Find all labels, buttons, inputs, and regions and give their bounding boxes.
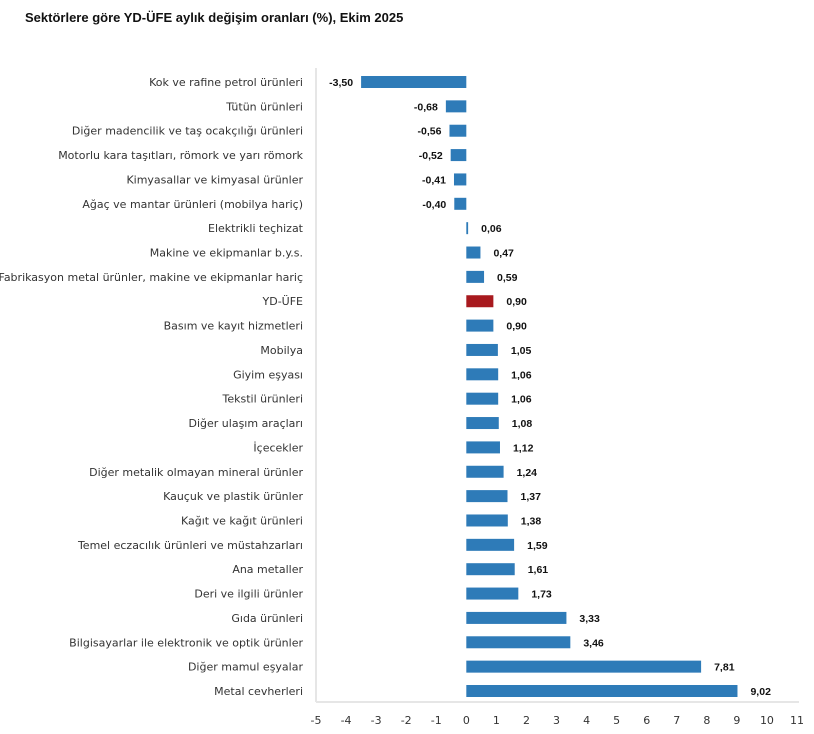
category-label: Tütün ürünleri xyxy=(225,100,303,113)
category-label: Deri ve ilgili ürünler xyxy=(194,588,303,601)
x-tick-label: -1 xyxy=(431,714,442,727)
category-label: Diğer ulaşım araçları xyxy=(189,417,304,430)
bar xyxy=(466,222,469,235)
x-tick-label: 9 xyxy=(733,714,740,727)
bar xyxy=(454,197,467,210)
data-label: 0,06 xyxy=(481,223,502,235)
x-tick-label: -2 xyxy=(401,714,412,727)
bar xyxy=(466,636,571,649)
data-label: -0,40 xyxy=(422,199,446,211)
category-label: Temel eczacılık ürünleri ve müstahzarlar… xyxy=(77,539,303,552)
x-tick-label: 4 xyxy=(583,714,590,727)
x-tick-label: 0 xyxy=(463,714,470,727)
x-tick-label: 10 xyxy=(760,714,774,727)
data-label: 1,59 xyxy=(527,540,548,552)
bar xyxy=(466,611,567,624)
bar xyxy=(466,490,508,503)
data-label: 0,47 xyxy=(493,248,514,260)
bar xyxy=(466,343,498,356)
data-label: 9,02 xyxy=(750,686,771,698)
data-label: -0,68 xyxy=(414,101,438,113)
data-label: 1,38 xyxy=(521,515,542,527)
category-label: Bilgisayarlar ile elektronik ve optik ür… xyxy=(69,636,303,649)
category-label: Kok ve rafine petrol ürünleri xyxy=(149,76,303,89)
x-tick-label: -3 xyxy=(371,714,382,727)
bar xyxy=(466,514,508,527)
bar xyxy=(466,660,702,673)
data-label: 1,06 xyxy=(511,369,532,381)
bar xyxy=(466,295,494,308)
data-label: -0,41 xyxy=(422,174,446,186)
data-label: 1,37 xyxy=(520,491,541,503)
x-tick-label: -5 xyxy=(311,714,322,727)
data-label: 1,73 xyxy=(531,589,552,601)
category-label: Metal cevherleri xyxy=(214,685,303,698)
category-label: Giyim eşyası xyxy=(233,368,303,381)
data-label: 1,24 xyxy=(517,467,538,479)
category-label: Kağıt ve kağıt ürünleri xyxy=(181,514,303,527)
data-label: 3,46 xyxy=(583,637,604,649)
category-label: Kauçuk ve plastik ürünler xyxy=(163,490,303,503)
bar xyxy=(466,417,499,430)
category-label: Kimyasallar ve kimyasal ürünler xyxy=(126,173,303,186)
category-label: Diğer madencilik ve taş ocakçılığı ürünl… xyxy=(72,125,303,138)
x-tick-label: 1 xyxy=(493,714,500,727)
data-label: -3,50 xyxy=(329,77,353,89)
category-label: Ana metaller xyxy=(232,563,303,576)
category-label: Motorlu kara taşıtları, römork ve yarı r… xyxy=(58,149,303,162)
data-label: 1,08 xyxy=(512,418,533,430)
x-tick-label: 2 xyxy=(523,714,530,727)
bar xyxy=(466,685,738,697)
data-label: 1,05 xyxy=(511,345,532,357)
bar xyxy=(449,124,467,137)
data-label: 3,33 xyxy=(579,613,600,625)
x-tick-label: 11 xyxy=(790,714,804,727)
bar xyxy=(361,76,467,88)
data-label: 1,12 xyxy=(513,442,534,454)
data-label: 1,06 xyxy=(511,394,532,406)
bar xyxy=(466,270,485,283)
x-tick-label: 5 xyxy=(613,714,620,727)
x-tick-label: 8 xyxy=(703,714,710,727)
bar xyxy=(453,173,467,186)
x-tick-label: -4 xyxy=(341,714,352,727)
category-label: Basım ve kayıt hizmetleri xyxy=(164,320,303,333)
bar xyxy=(466,538,515,551)
x-tick-label: 7 xyxy=(673,714,680,727)
data-label: 0,90 xyxy=(506,296,527,308)
category-label: Tekstil ürünleri xyxy=(222,393,303,406)
data-label: 0,90 xyxy=(506,321,527,333)
x-tick-label: 3 xyxy=(553,714,560,727)
category-label: Makine ve ekipmanlar b.y.s. xyxy=(150,247,303,260)
category-label: Diğer metalik olmayan mineral ürünler xyxy=(89,466,303,479)
category-label: Elektrikli teçhizat xyxy=(208,222,304,235)
category-label: Gıda ürünleri xyxy=(231,612,303,625)
category-label: İçecekler xyxy=(253,441,303,454)
category-label: Mobilya xyxy=(260,344,303,357)
bar xyxy=(466,319,494,332)
bar xyxy=(466,246,481,259)
category-label: Diğer mamul eşyalar xyxy=(188,661,304,674)
chart-title: Sektörlere göre YD-ÜFE aylık değişim ora… xyxy=(25,10,404,25)
bar xyxy=(466,392,499,405)
data-label: 7,81 xyxy=(714,662,735,674)
data-label: 0,59 xyxy=(497,272,518,284)
bar xyxy=(466,441,500,454)
bar xyxy=(466,368,499,381)
data-label: -0,56 xyxy=(418,126,442,138)
bar xyxy=(466,563,515,576)
category-label: YD-ÜFE xyxy=(262,295,304,308)
category-label: Fabrikasyon metal ürünler, makine ve eki… xyxy=(0,271,303,284)
bar xyxy=(445,100,467,113)
bar xyxy=(450,149,467,162)
category-label: Ağaç ve mantar ürünleri (mobilya hariç) xyxy=(82,198,303,211)
x-tick-label: 6 xyxy=(643,714,650,727)
data-label: -0,52 xyxy=(419,150,443,162)
data-label: 1,61 xyxy=(528,564,549,576)
bar xyxy=(466,587,519,600)
bar xyxy=(466,465,504,478)
